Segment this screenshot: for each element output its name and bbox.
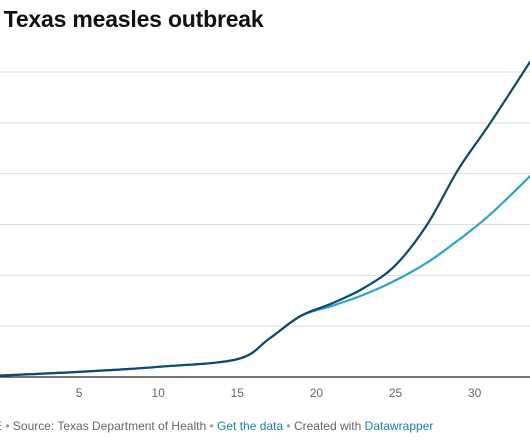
chart-footer: E • Source: Texas Department of Health •… [0, 419, 433, 433]
x-tick-label-30: 30 [468, 386, 482, 400]
series-line-2 [0, 175, 530, 377]
chart-title: : Texas measles outbreak [0, 6, 264, 33]
footer-prefix: E [0, 419, 2, 433]
x-tick-label-25: 25 [389, 386, 403, 400]
title-text: Texas measles outbreak [3, 6, 264, 32]
series-line-1 [0, 60, 530, 377]
line-chart: 5 10 15 20 25 30 [0, 60, 530, 400]
created-with-text: Created with [293, 419, 362, 433]
series-lines [0, 60, 530, 377]
x-tick-label-20: 20 [310, 386, 324, 400]
separator: • [286, 419, 291, 433]
x-tick-label-5: 5 [76, 386, 83, 400]
gridlines [0, 71, 530, 327]
separator: • [209, 419, 214, 433]
x-tick-label-15: 15 [231, 386, 245, 400]
get-the-data-link[interactable]: Get the data [217, 419, 284, 433]
x-tick-label-10: 10 [152, 386, 166, 400]
separator: • [5, 419, 10, 433]
datawrapper-link[interactable]: Datawrapper [364, 419, 434, 433]
source-text: Source: Texas Department of Health [12, 419, 207, 433]
x-tick-labels: 5 10 15 20 25 30 [76, 386, 482, 400]
